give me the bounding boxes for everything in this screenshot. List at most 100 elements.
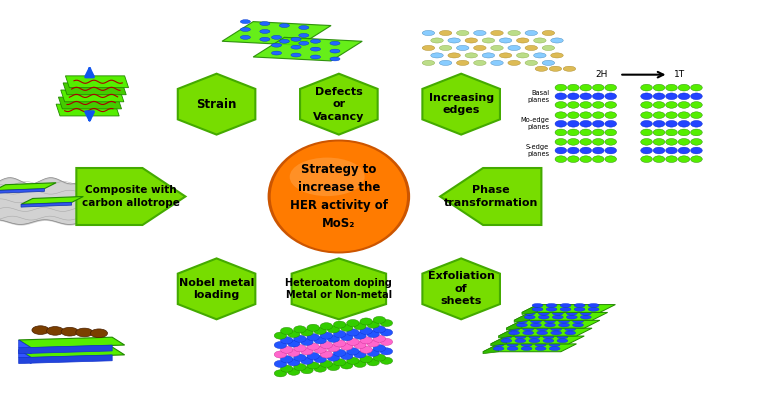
Ellipse shape [287, 359, 300, 366]
Ellipse shape [61, 327, 79, 336]
Ellipse shape [580, 156, 592, 163]
Ellipse shape [515, 335, 526, 339]
Ellipse shape [294, 326, 306, 333]
Ellipse shape [431, 53, 443, 58]
Ellipse shape [294, 345, 306, 352]
Ellipse shape [521, 343, 532, 347]
Ellipse shape [665, 156, 677, 163]
Ellipse shape [588, 303, 599, 307]
Ellipse shape [422, 45, 435, 51]
Ellipse shape [320, 351, 333, 358]
Ellipse shape [653, 156, 664, 163]
Ellipse shape [260, 22, 270, 26]
Polygon shape [506, 320, 600, 328]
Ellipse shape [310, 47, 320, 51]
Ellipse shape [465, 53, 478, 58]
Polygon shape [522, 305, 615, 312]
Ellipse shape [271, 35, 281, 39]
Ellipse shape [307, 334, 319, 341]
Ellipse shape [567, 156, 579, 163]
Ellipse shape [287, 340, 300, 347]
Text: Strain: Strain [196, 97, 237, 111]
Ellipse shape [555, 84, 566, 91]
Ellipse shape [333, 340, 346, 347]
Ellipse shape [290, 158, 365, 196]
Ellipse shape [640, 101, 652, 108]
Ellipse shape [574, 307, 585, 311]
Ellipse shape [360, 318, 372, 325]
Ellipse shape [605, 84, 617, 91]
Ellipse shape [333, 349, 346, 356]
Ellipse shape [690, 138, 703, 145]
Ellipse shape [314, 365, 326, 372]
Ellipse shape [555, 101, 566, 108]
Ellipse shape [508, 31, 520, 36]
Ellipse shape [509, 327, 520, 331]
Polygon shape [178, 259, 256, 319]
Ellipse shape [373, 316, 386, 323]
Ellipse shape [330, 41, 340, 45]
Polygon shape [19, 350, 31, 364]
Ellipse shape [330, 57, 340, 61]
Ellipse shape [431, 38, 443, 43]
Ellipse shape [665, 147, 677, 154]
Ellipse shape [678, 129, 690, 136]
Polygon shape [21, 196, 83, 204]
Ellipse shape [593, 147, 605, 154]
Ellipse shape [301, 357, 313, 364]
Ellipse shape [605, 120, 617, 127]
Ellipse shape [521, 347, 532, 351]
Ellipse shape [529, 339, 540, 343]
Ellipse shape [678, 138, 690, 145]
Ellipse shape [690, 101, 703, 108]
Text: Strategy to
increase the
HER activity of
MoS₂: Strategy to increase the HER activity of… [290, 163, 388, 230]
Ellipse shape [347, 329, 359, 336]
Ellipse shape [301, 329, 313, 336]
Ellipse shape [422, 31, 435, 36]
Ellipse shape [301, 367, 313, 374]
Ellipse shape [580, 147, 592, 154]
Ellipse shape [380, 320, 393, 327]
Ellipse shape [287, 368, 300, 375]
Text: Increasing
edges: Increasing edges [428, 93, 494, 115]
Ellipse shape [640, 93, 652, 99]
Ellipse shape [532, 307, 543, 311]
Ellipse shape [274, 370, 287, 377]
Ellipse shape [690, 84, 703, 91]
Polygon shape [483, 344, 576, 352]
Ellipse shape [534, 38, 546, 43]
Ellipse shape [640, 84, 652, 91]
Ellipse shape [240, 20, 250, 24]
Ellipse shape [360, 346, 372, 353]
Ellipse shape [573, 319, 583, 323]
Ellipse shape [593, 138, 605, 145]
Ellipse shape [545, 319, 555, 323]
Ellipse shape [354, 332, 366, 339]
Ellipse shape [525, 31, 538, 36]
Ellipse shape [516, 319, 527, 323]
Ellipse shape [653, 101, 664, 108]
Ellipse shape [549, 66, 562, 72]
Ellipse shape [516, 53, 529, 58]
Ellipse shape [542, 60, 555, 65]
Ellipse shape [580, 93, 592, 99]
Ellipse shape [422, 60, 435, 65]
Polygon shape [499, 328, 514, 338]
Ellipse shape [538, 311, 549, 315]
Ellipse shape [529, 335, 540, 339]
Polygon shape [291, 259, 386, 319]
Ellipse shape [280, 346, 293, 353]
Text: Heteroatom doping
Metal or Non-metal: Heteroatom doping Metal or Non-metal [285, 278, 393, 300]
Ellipse shape [690, 112, 703, 118]
Ellipse shape [653, 84, 664, 91]
Ellipse shape [549, 343, 560, 347]
Ellipse shape [580, 112, 592, 118]
Ellipse shape [605, 129, 617, 136]
Ellipse shape [567, 147, 579, 154]
Ellipse shape [593, 84, 605, 91]
Ellipse shape [678, 101, 690, 108]
Ellipse shape [567, 129, 579, 136]
Ellipse shape [653, 147, 664, 154]
Ellipse shape [678, 112, 690, 118]
Ellipse shape [340, 324, 353, 331]
